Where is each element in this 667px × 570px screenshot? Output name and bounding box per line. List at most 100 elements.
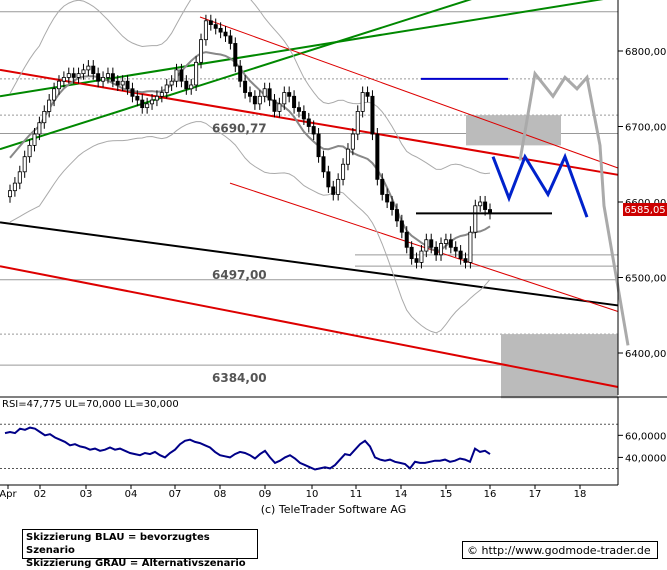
url-text[interactable]: http://www.godmode-trader.de <box>481 544 651 557</box>
candle <box>233 37 238 73</box>
candle <box>341 158 346 186</box>
candle-body <box>27 144 32 158</box>
candle <box>439 237 444 261</box>
candle <box>17 165 22 190</box>
candle-body <box>145 103 150 109</box>
level-label-1: 6497,00 <box>212 268 267 282</box>
candle <box>228 29 233 50</box>
candle-body <box>189 84 194 90</box>
bollinger-bands <box>9 0 491 334</box>
candle <box>247 86 252 103</box>
green-channel-upper <box>0 0 472 151</box>
candle-body <box>91 65 96 75</box>
candle-body <box>434 246 439 256</box>
candlesticks <box>7 14 552 269</box>
candle <box>360 86 365 118</box>
candle <box>169 75 174 92</box>
url-box[interactable]: © http://www.godmode-trader.de <box>462 541 658 559</box>
candle <box>277 97 282 118</box>
candle-body <box>468 231 473 263</box>
candle <box>223 26 228 42</box>
candle <box>419 245 424 269</box>
candle-body <box>81 69 86 75</box>
scenario-sketches <box>491 70 630 346</box>
candle <box>12 177 17 197</box>
candle <box>174 63 179 88</box>
x-tick-label-12: 17 <box>529 489 542 500</box>
candle-body <box>453 246 458 252</box>
x-tick-label-10: 15 <box>440 489 453 500</box>
candle <box>218 22 223 39</box>
candle-body <box>296 107 301 112</box>
candle-body <box>213 24 218 29</box>
candle-body <box>385 194 390 203</box>
main-plot-area <box>0 0 618 395</box>
candle-body <box>120 80 125 86</box>
candle-body <box>404 231 409 248</box>
candle-body <box>101 77 106 82</box>
candle <box>311 120 316 141</box>
price-tick-label-1: 6700,00 <box>625 123 666 134</box>
level-labels: 6690,77 6497,00 6384,00 <box>212 121 267 385</box>
upper-band <box>9 0 491 175</box>
candle-body <box>463 258 468 263</box>
candle-body <box>12 182 17 192</box>
x-tick-label-4: 07 <box>169 489 182 500</box>
candle-body <box>287 92 292 97</box>
x-tick-label-2: 03 <box>80 489 93 500</box>
candle <box>468 226 473 269</box>
candle-body <box>199 39 204 63</box>
rsi-line <box>4 426 491 471</box>
candle <box>399 214 404 239</box>
candle <box>458 245 463 265</box>
candle <box>125 75 130 95</box>
rsi-panel <box>0 423 618 471</box>
candle-body <box>96 73 101 82</box>
candle <box>443 233 448 250</box>
rsi-tick-label-1: 40,0000 <box>625 453 666 464</box>
candle <box>105 67 110 84</box>
candle <box>478 195 483 212</box>
candle <box>120 75 125 92</box>
candle <box>238 60 243 88</box>
candle <box>115 75 120 92</box>
candle <box>159 86 164 103</box>
candle-body <box>194 61 199 86</box>
black-trend <box>0 221 619 307</box>
candle-body <box>336 178 341 195</box>
candle <box>86 60 91 76</box>
candle <box>81 63 86 80</box>
candle <box>394 203 399 227</box>
candle-body <box>135 95 140 101</box>
candle-body <box>267 88 272 101</box>
candle-body <box>257 95 262 105</box>
candle <box>252 90 257 110</box>
candle-body <box>233 43 238 67</box>
candle-body <box>473 205 478 233</box>
candle-body <box>419 250 424 263</box>
candle <box>91 60 96 80</box>
candle-body <box>110 73 115 82</box>
last-price-text: 6585,05 <box>624 205 665 216</box>
candle-body <box>76 73 81 78</box>
candle-body <box>478 201 483 207</box>
candle <box>32 128 37 152</box>
last-price-badge: 6585,05 <box>623 203 667 216</box>
candle <box>424 233 429 258</box>
price-tick-label-4: 6400,00 <box>625 349 666 360</box>
candle <box>434 241 439 261</box>
candle-body <box>7 190 12 198</box>
candle <box>306 112 311 133</box>
candle-body <box>409 246 414 260</box>
candle <box>292 90 297 114</box>
moving-average <box>9 51 491 253</box>
candle <box>483 195 488 216</box>
candle-body <box>218 27 223 33</box>
candle-body <box>17 171 22 184</box>
candle-body <box>306 118 311 127</box>
candle <box>101 71 106 88</box>
candle-body <box>130 88 135 97</box>
candle-body <box>458 250 463 260</box>
candle-body <box>262 88 267 97</box>
candle-body <box>272 99 277 112</box>
